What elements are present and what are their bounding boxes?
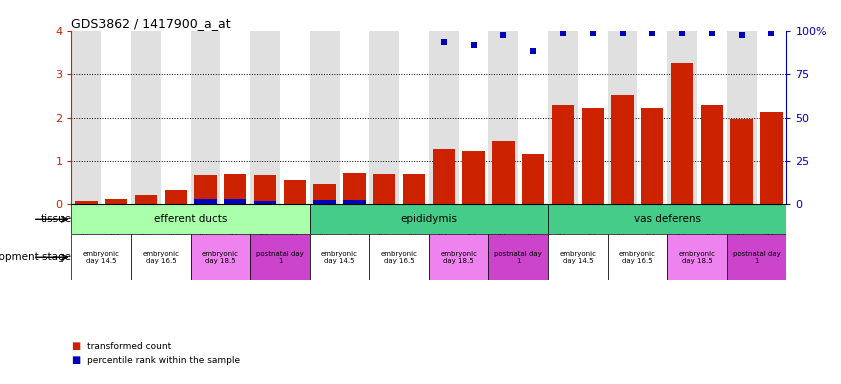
Text: embryonic
day 18.5: embryonic day 18.5: [440, 251, 477, 264]
Text: tissue: tissue: [40, 214, 71, 224]
Bar: [369, 31, 399, 204]
Bar: [309, 234, 369, 280]
Bar: [607, 31, 637, 204]
Text: embryonic
day 18.5: embryonic day 18.5: [679, 251, 716, 264]
Bar: [697, 31, 727, 204]
Bar: [283, 180, 306, 204]
Bar: [309, 31, 340, 204]
Bar: [71, 31, 101, 204]
Text: postnatal day
1: postnatal day 1: [495, 251, 542, 264]
Text: development stage: development stage: [0, 252, 71, 262]
Bar: [254, 201, 276, 204]
Bar: [314, 200, 336, 204]
Bar: [191, 234, 251, 280]
Bar: [637, 31, 667, 204]
Bar: [131, 31, 161, 204]
Bar: [340, 31, 369, 204]
Bar: [701, 104, 723, 204]
Text: postnatal day
1: postnatal day 1: [733, 251, 780, 264]
Bar: [254, 175, 276, 204]
Bar: [101, 31, 131, 204]
Text: efferent ducts: efferent ducts: [154, 214, 227, 224]
Bar: [131, 234, 191, 280]
Bar: [548, 31, 578, 204]
Text: embryonic
day 14.5: embryonic day 14.5: [321, 251, 358, 264]
Bar: [518, 31, 548, 204]
Bar: [492, 141, 515, 204]
Bar: [641, 108, 664, 204]
Bar: [522, 154, 544, 204]
Text: embryonic
day 14.5: embryonic day 14.5: [559, 251, 596, 264]
Bar: [548, 204, 786, 234]
Text: transformed count: transformed count: [87, 343, 171, 351]
Bar: [309, 204, 548, 234]
Bar: [71, 234, 131, 280]
Bar: [760, 112, 783, 204]
Bar: [458, 31, 489, 204]
Bar: [161, 31, 191, 204]
Bar: [75, 201, 98, 204]
Bar: [667, 31, 697, 204]
Bar: [429, 31, 458, 204]
Bar: [403, 174, 426, 204]
Bar: [314, 184, 336, 204]
Bar: [280, 31, 309, 204]
Bar: [463, 151, 484, 204]
Bar: [727, 31, 757, 204]
Bar: [165, 190, 187, 204]
Bar: [194, 175, 217, 204]
Bar: [369, 234, 429, 280]
Bar: [548, 234, 607, 280]
Bar: [757, 31, 786, 204]
Bar: [399, 31, 429, 204]
Bar: [667, 234, 727, 280]
Text: GDS3862 / 1417900_a_at: GDS3862 / 1417900_a_at: [71, 17, 231, 30]
Bar: [731, 119, 753, 204]
Text: embryonic
day 18.5: embryonic day 18.5: [202, 251, 239, 264]
Bar: [552, 105, 574, 204]
Text: embryonic
day 16.5: embryonic day 16.5: [142, 251, 179, 264]
Text: embryonic
day 16.5: embryonic day 16.5: [381, 251, 418, 264]
Bar: [343, 173, 366, 204]
Bar: [225, 174, 246, 204]
Bar: [727, 234, 786, 280]
Bar: [71, 204, 309, 234]
Bar: [432, 149, 455, 204]
Bar: [251, 234, 309, 280]
Bar: [191, 31, 220, 204]
Bar: [220, 31, 251, 204]
Bar: [671, 63, 693, 204]
Bar: [582, 108, 604, 204]
Bar: [135, 195, 157, 204]
Bar: [611, 95, 633, 204]
Text: ■: ■: [71, 355, 81, 365]
Text: embryonic
day 14.5: embryonic day 14.5: [82, 251, 119, 264]
Bar: [578, 31, 607, 204]
Bar: [489, 234, 548, 280]
Bar: [194, 199, 217, 204]
Bar: [607, 234, 667, 280]
Text: embryonic
day 16.5: embryonic day 16.5: [619, 251, 656, 264]
Text: vas deferens: vas deferens: [633, 214, 701, 224]
Text: postnatal day
1: postnatal day 1: [257, 251, 304, 264]
Bar: [225, 199, 246, 204]
Bar: [251, 31, 280, 204]
Bar: [105, 199, 127, 204]
Bar: [489, 31, 518, 204]
Text: epididymis: epididymis: [400, 214, 458, 224]
Bar: [429, 234, 489, 280]
Text: percentile rank within the sample: percentile rank within the sample: [87, 356, 240, 365]
Bar: [373, 174, 395, 204]
Text: ■: ■: [71, 341, 81, 351]
Bar: [343, 200, 366, 204]
